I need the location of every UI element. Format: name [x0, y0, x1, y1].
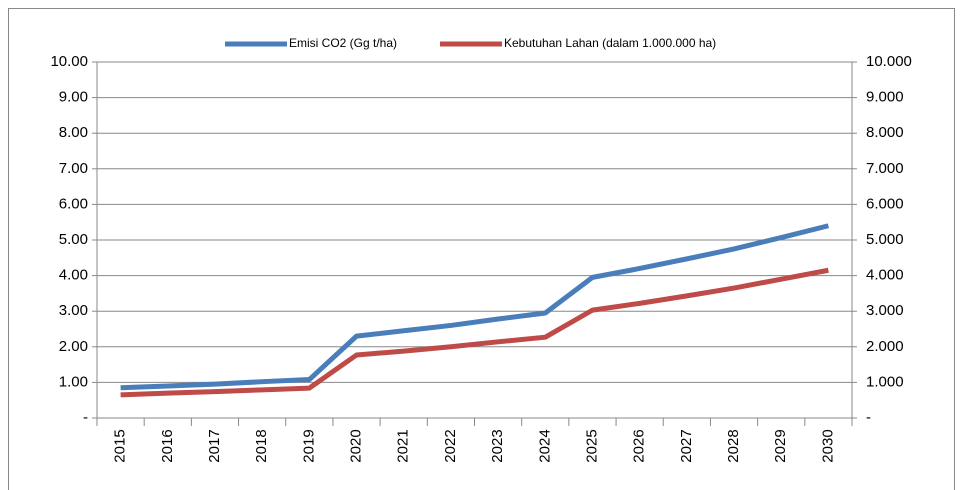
y-tick-label: 6.00	[59, 195, 88, 212]
y-tick-label: 8.00	[59, 124, 88, 141]
x-tick-label: 2022	[442, 429, 459, 462]
y-tick-label: 9.00	[59, 89, 88, 106]
y-tick-label: 3.00	[59, 302, 88, 319]
y2-tick-label: 5.000	[866, 231, 904, 248]
x-tick-label: 2018	[253, 429, 270, 462]
series-line	[120, 223, 830, 391]
y2-tick-label: 10.000	[866, 53, 912, 70]
y2-tick-label: 3.000	[866, 302, 904, 319]
y2-tick-label: 8.000	[866, 124, 904, 141]
y-tick-label: -	[83, 409, 88, 426]
x-tick-label: 2029	[772, 429, 789, 462]
y-tick-label: 2.00	[59, 338, 88, 355]
y2-tick-label: 7.000	[866, 160, 904, 177]
legend-label: Kebutuhan Lahan (dalam 1.000.000 ha)	[504, 36, 716, 50]
x-tick-label: 2027	[678, 429, 695, 462]
y-tick-label: 7.00	[59, 160, 88, 177]
y2-tick-label: 6.000	[866, 195, 904, 212]
y2-tick-label: 2.000	[866, 338, 904, 355]
y-tick-label: 5.00	[59, 231, 88, 248]
x-tick-label: 2015	[112, 429, 129, 462]
x-tick-label: 2020	[348, 429, 365, 462]
y2-tick-label: 4.000	[866, 267, 904, 284]
series-line	[120, 267, 829, 398]
legend: Emisi CO2 (Gg t/ha) Kebutuhan Lahan (dala…	[225, 36, 716, 50]
y-tick-label: 1.00	[59, 373, 88, 390]
x-tick-label: 2024	[536, 429, 553, 462]
x-tick-label: 2025	[583, 429, 600, 462]
y2-tick-label: -	[866, 409, 871, 426]
x-tick-label: 2023	[489, 429, 506, 462]
y2-tick-label: 1.000	[866, 373, 904, 390]
y-tick-label: 4.00	[59, 267, 88, 284]
x-tick-label: 2019	[300, 429, 317, 462]
x-tick-label: 2021	[395, 429, 412, 462]
y2-tick-label: 9.000	[866, 89, 904, 106]
x-tick-label: 2026	[631, 429, 648, 462]
y-tick-label: 10.00	[50, 53, 88, 70]
x-tick-label: 2030	[819, 429, 836, 462]
x-tick-label: 2028	[725, 429, 742, 462]
x-tick-label: 2016	[159, 429, 176, 462]
x-tick-label: 2017	[206, 429, 223, 462]
legend-label: Emisi CO2 (Gg t/ha)	[289, 36, 397, 50]
chart-frame	[8, 8, 955, 490]
